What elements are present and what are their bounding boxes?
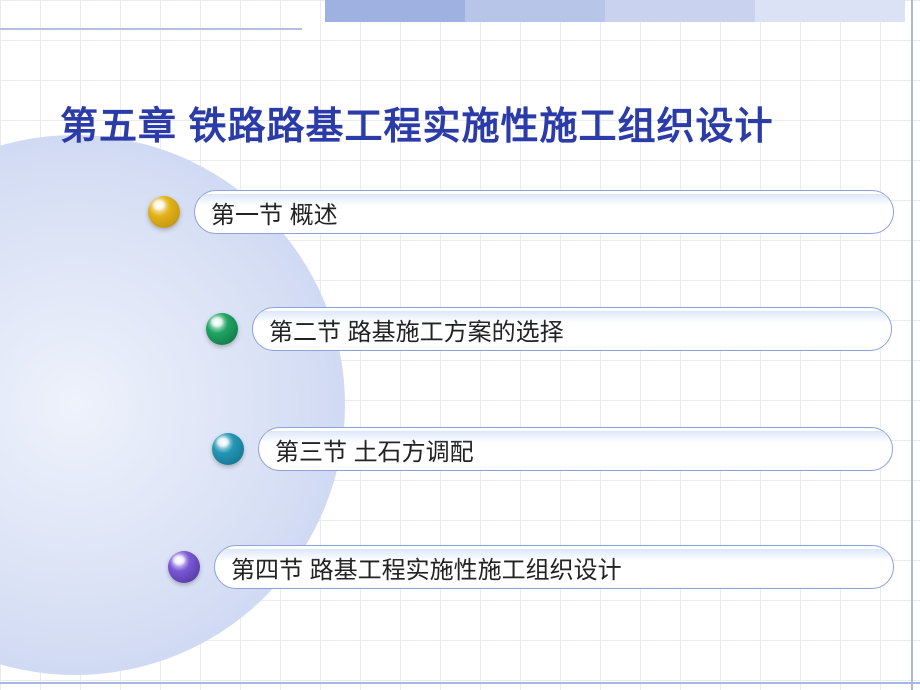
top-left-line	[0, 28, 302, 30]
toc-item: 第三节 土石方调配	[212, 427, 893, 471]
bullet-icon	[212, 433, 244, 465]
toc-label: 第三节 土石方调配	[275, 432, 474, 467]
toc-item: 第一节 概述	[148, 190, 894, 234]
top-bar-segment	[605, 0, 755, 22]
top-bar-segment	[755, 0, 905, 22]
chapter-title: 第五章 铁路路基工程实施性施工组织设计	[60, 95, 890, 150]
toc-label: 第一节 概述	[211, 195, 338, 230]
bullet-icon	[168, 551, 200, 583]
toc-label: 第四节 路基工程实施性施工组织设计	[231, 550, 622, 585]
toc-item: 第四节 路基工程实施性施工组织设计	[168, 545, 894, 589]
toc-item: 第二节 路基施工方案的选择	[206, 307, 892, 351]
top-accent-bar	[325, 0, 905, 22]
bottom-accent-line	[0, 682, 920, 684]
toc-label: 第二节 路基施工方案的选择	[269, 312, 564, 347]
toc-pill: 第三节 土石方调配	[258, 427, 893, 471]
top-bar-segment	[325, 0, 465, 22]
toc-pill: 第二节 路基施工方案的选择	[252, 307, 892, 351]
bullet-icon	[206, 313, 238, 345]
slide: 第五章 铁路路基工程实施性施工组织设计 第一节 概述第二节 路基施工方案的选择第…	[0, 0, 920, 690]
toc-pill: 第一节 概述	[194, 190, 894, 234]
bullet-icon	[148, 196, 180, 228]
top-bar-segment	[465, 0, 605, 22]
toc-pill: 第四节 路基工程实施性施工组织设计	[214, 545, 894, 589]
right-accent-line	[911, 0, 913, 690]
